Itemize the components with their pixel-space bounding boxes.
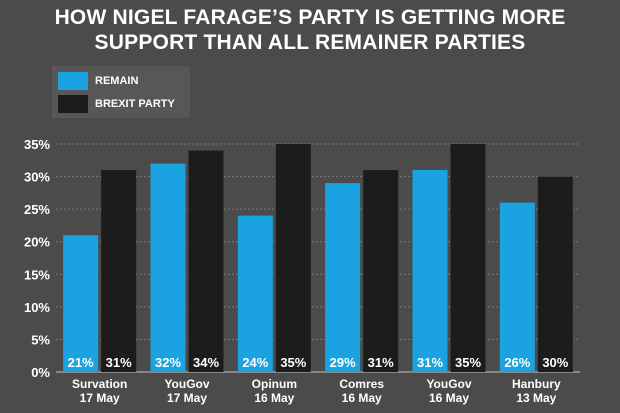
legend-label-brexit-party: BREXIT PARTY	[95, 98, 175, 110]
legend-label-remain: REMAIN	[95, 75, 139, 87]
x-tick-label: 16 May	[254, 391, 294, 405]
data-label: 21%	[68, 355, 94, 370]
x-tick-label: YouGov	[164, 377, 209, 391]
legend: REMAIN BREXIT PARTY	[52, 66, 190, 118]
data-label: 24%	[242, 355, 268, 370]
y-tick-label: 5%	[31, 332, 50, 347]
x-tick-label: 17 May	[167, 391, 207, 405]
y-tick-label: 15%	[24, 267, 50, 282]
x-tick-label: Comres	[339, 377, 384, 391]
data-label: 31%	[106, 355, 132, 370]
bar-brexit-party	[363, 170, 399, 372]
x-tick-label: YouGov	[426, 377, 471, 391]
data-label: 35%	[455, 355, 481, 370]
data-label: 31%	[417, 355, 443, 370]
bar-brexit-party	[450, 144, 486, 372]
x-tick-label: 16 May	[429, 391, 469, 405]
data-label: 32%	[155, 355, 181, 370]
x-tick-label: Opinum	[252, 377, 297, 391]
bar-remain	[412, 170, 448, 372]
x-tick-label: 16 May	[342, 391, 382, 405]
bar-remain	[499, 202, 535, 372]
bar-brexit-party	[537, 176, 573, 372]
data-label: 34%	[193, 355, 219, 370]
y-tick-label: 20%	[24, 235, 50, 250]
data-label: 30%	[542, 355, 568, 370]
bar-brexit-party	[275, 144, 311, 372]
legend-swatch-brexit-party	[58, 95, 88, 113]
legend-swatch-remain	[58, 72, 88, 90]
x-tick-label: Hanbury	[512, 377, 561, 391]
legend-item-brexit-party: BREXIT PARTY	[58, 95, 175, 113]
y-tick-label: 35%	[24, 137, 50, 152]
chart-title-line-1: HOW NIGEL FARAGE’S PARTY IS GETTING MORE	[54, 6, 566, 29]
legend-item-remain: REMAIN	[58, 72, 138, 90]
x-tick-label: Survation	[72, 377, 127, 391]
y-tick-label: 10%	[24, 300, 50, 315]
chart-title-line-2: SUPPORT THAN ALL REMAINER PARTIES	[94, 31, 526, 54]
y-tick-label: 30%	[24, 170, 50, 185]
x-tick-label: 13 May	[516, 391, 556, 405]
bar-remain	[237, 215, 273, 372]
bar-remain	[63, 235, 99, 372]
y-tick-label: 25%	[24, 202, 50, 217]
bar-remain	[325, 183, 361, 372]
bar-remain	[150, 163, 186, 372]
data-label: 26%	[504, 355, 530, 370]
x-tick-label: 17 May	[80, 391, 120, 405]
data-label: 35%	[280, 355, 306, 370]
data-label: 31%	[368, 355, 394, 370]
y-tick-label: 0%	[31, 365, 50, 380]
bar-brexit-party	[101, 170, 137, 372]
bar-brexit-party	[188, 150, 224, 372]
data-label: 29%	[330, 355, 356, 370]
